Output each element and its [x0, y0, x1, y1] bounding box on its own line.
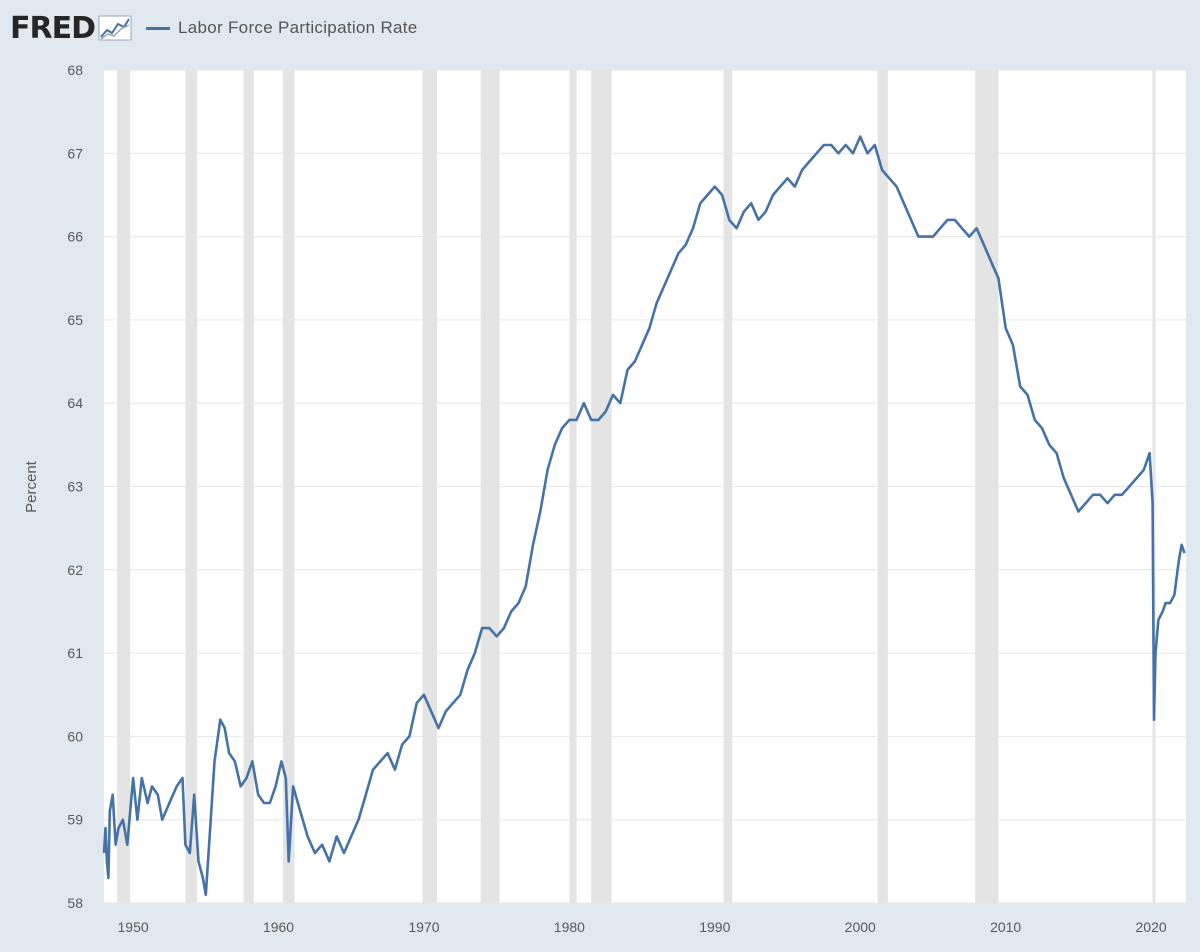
- legend-label: Labor Force Participation Rate: [178, 18, 418, 37]
- x-axis-ticks: 1950 1960 1970 1980 1990 2000 2010 2020: [118, 919, 1167, 935]
- x-tick-label: 1990: [699, 919, 730, 935]
- y-tick-label: 66: [67, 229, 83, 245]
- x-tick-label: 1980: [554, 919, 585, 935]
- y-tick-label: 67: [67, 145, 83, 161]
- y-tick-label: 62: [67, 562, 83, 578]
- x-tick-label: 2010: [990, 919, 1021, 935]
- y-tick-label: 64: [67, 395, 83, 411]
- y-tick-label: 61: [67, 645, 83, 661]
- y-axis-label: Percent: [23, 460, 40, 513]
- grid-lines: [104, 69, 1186, 904]
- y-tick-label: 65: [67, 312, 83, 328]
- x-tick-label: 1970: [408, 919, 439, 935]
- y-tick-label: 59: [67, 812, 83, 828]
- fred-logo-text: FRED: [10, 10, 96, 46]
- legend-swatch: [146, 26, 170, 30]
- x-tick-label: 1960: [263, 919, 294, 935]
- fred-logo[interactable]: FRED: [10, 11, 132, 46]
- series-line-labor-force-participation-rate[interactable]: [102, 135, 1186, 896]
- x-tick-label: 2020: [1136, 919, 1167, 935]
- fred-graph-icon: [98, 15, 132, 41]
- y-tick-label: 68: [67, 62, 83, 78]
- legend: Labor Force Participation Rate: [146, 18, 418, 38]
- y-axis-ticks: 58 59 60 61 62 63 64 65 66 67 68: [67, 62, 83, 911]
- x-tick-label: 1950: [118, 919, 149, 935]
- y-tick-label: 58: [67, 895, 83, 911]
- y-tick-label: 60: [67, 728, 83, 744]
- header: FRED Labor Force Participation Rate: [10, 8, 418, 48]
- x-tick-label: 2000: [845, 919, 876, 935]
- y-tick-label: 63: [67, 479, 83, 495]
